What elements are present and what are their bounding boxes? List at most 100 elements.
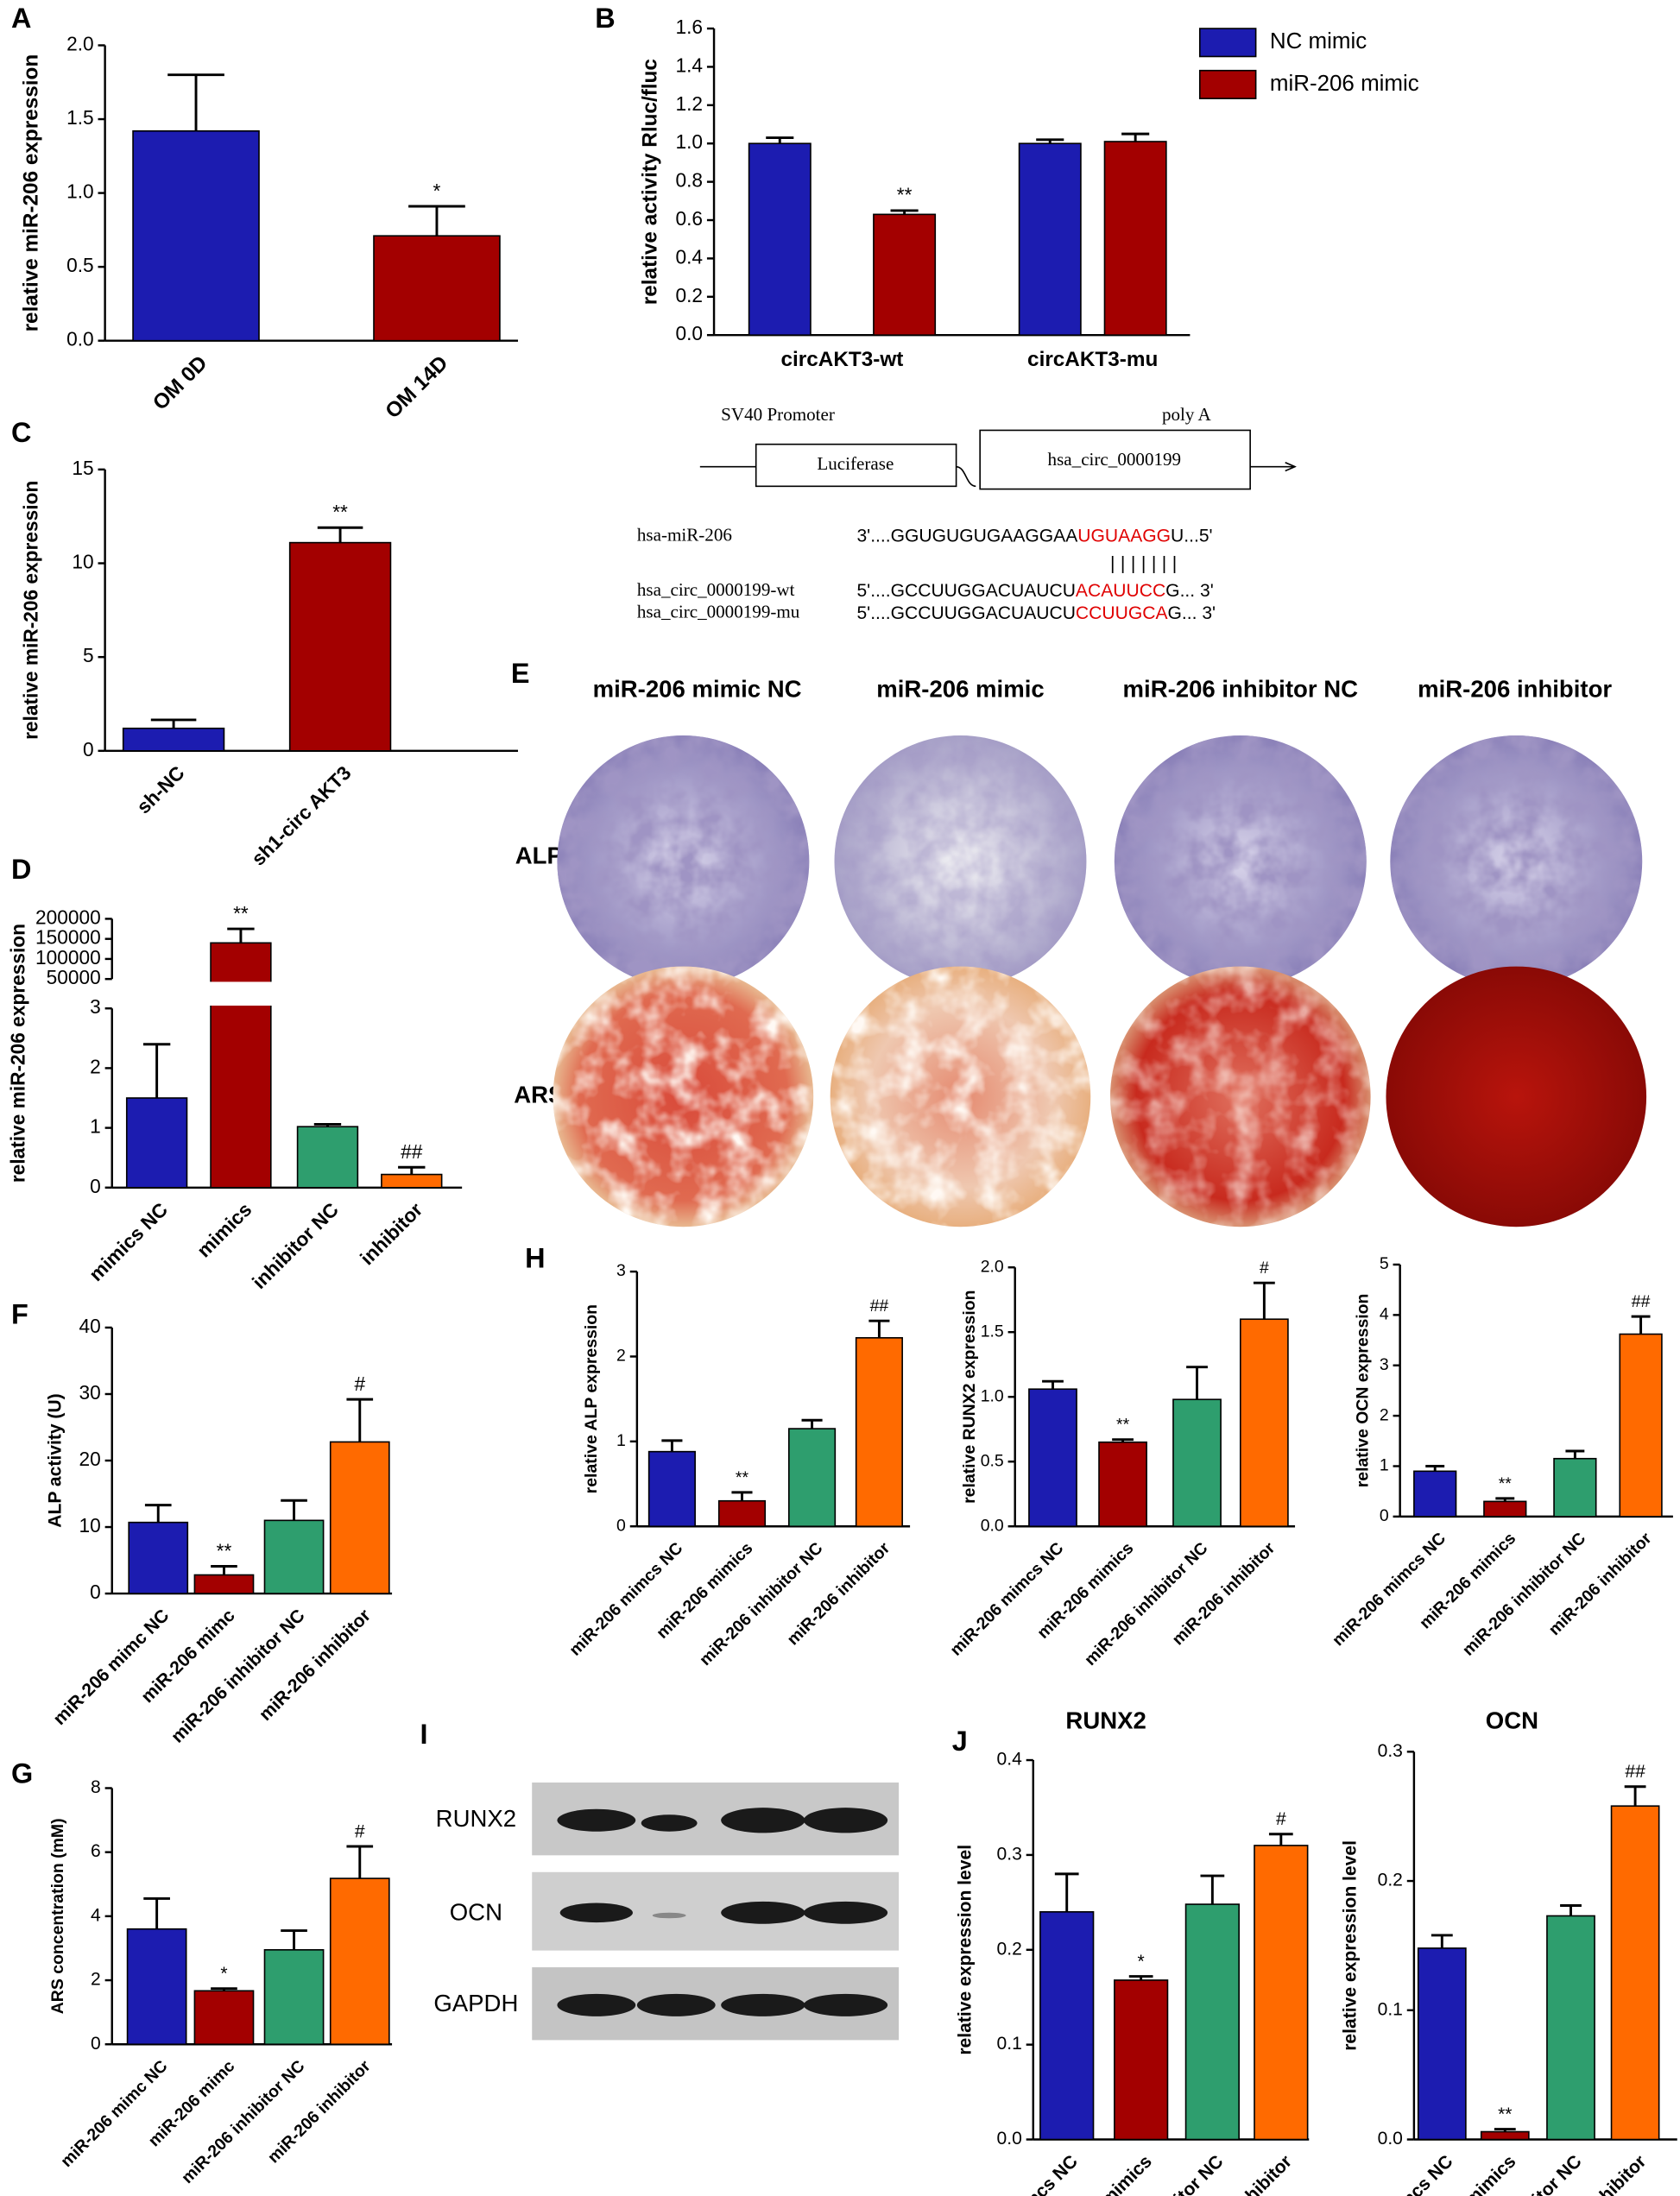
bar [1483, 1500, 1527, 1518]
y-tick-label: 15 [72, 457, 93, 479]
y-axis-label: ALP activity (U) [45, 1393, 65, 1527]
error-bar [766, 136, 794, 144]
annotation: ## [1632, 1292, 1651, 1311]
y-axis-label: relative expression level [956, 1845, 976, 2055]
error-bar [1112, 1438, 1134, 1442]
bar [193, 1990, 255, 2046]
bar [1039, 1911, 1095, 2141]
bar [329, 1877, 390, 2046]
row-label: ALP [515, 842, 563, 868]
bar [329, 1441, 390, 1594]
y-tick-label: 0.2 [676, 284, 704, 306]
error-bar [1431, 1934, 1453, 1948]
y-tick-label: 0.0 [1378, 2129, 1403, 2149]
y-tick-label: 0 [616, 1516, 626, 1535]
schematic: SV40 Promoter poly A Luciferase hsa_circ… [637, 404, 1295, 622]
x-tick-label: circAKT3-wt [781, 348, 904, 371]
y-tick-label: 2 [1380, 1405, 1389, 1424]
bar [288, 541, 392, 752]
luciferase-box [755, 443, 957, 488]
chart-title: OCN [1486, 1707, 1538, 1734]
seq-part: 3'....GGUGUGUGAAGGAA [856, 526, 1078, 546]
y-tick-label: 3 [1380, 1355, 1389, 1374]
error-bar [1565, 1449, 1585, 1459]
x-tick-label: sh-NC [132, 761, 189, 818]
bar [193, 1574, 255, 1594]
y-tick-label: 0.0 [997, 2129, 1022, 2149]
x-tick-label: miR-206 inhibitor [256, 1606, 375, 1725]
y-axis-label: relative OCN expression [1354, 1294, 1373, 1488]
y-tick-label: 0.4 [676, 245, 704, 268]
x-tick-label: miR-206 mimcs NC [1326, 2151, 1456, 2196]
y-tick-label: 0.4 [997, 1750, 1023, 1770]
y-axis-label: relative miR-206 expression [19, 481, 41, 740]
blot-label: OCN [450, 1899, 502, 1926]
y-tick-label: 1.5 [981, 1322, 1004, 1341]
y-tick-label: 0.6 [676, 207, 704, 230]
error-bar [1268, 1833, 1293, 1846]
x-tick-label: miR-206 mimc NC [49, 1606, 173, 1729]
error-bar [801, 1418, 823, 1429]
y-tick-label: 2.0 [66, 33, 94, 55]
error-bar [227, 927, 255, 943]
y-tick-label: 1.6 [676, 16, 704, 38]
annotation: ** [1498, 2104, 1512, 2124]
bar [373, 235, 501, 342]
panel-letter: C [11, 417, 31, 448]
x-tick-label: miR-206 inhibitor NC [178, 2057, 308, 2187]
panel-letter: I [420, 1719, 428, 1750]
column-heading: miR-206 mimic NC [593, 675, 802, 702]
error-bar [313, 1122, 342, 1127]
x-tick-label: OM 0D [148, 351, 212, 415]
seq-part: G... 3' [1165, 581, 1214, 601]
legend-swatch [1198, 28, 1257, 58]
y-tick-label: 1.2 [676, 92, 704, 115]
y-tick-label: 6 [91, 1841, 101, 1861]
y-tick-label: 20 [79, 1448, 101, 1470]
error-bar [398, 1165, 426, 1175]
bar [126, 1928, 187, 2046]
staining-panel: E miR-206 mimic NC miR-206 mimic miR-206… [511, 658, 1647, 1227]
bar [125, 1097, 188, 1189]
error-bar [281, 1929, 307, 1950]
y-tick-label: 0.0 [66, 328, 94, 350]
y-tick-label: 1 [616, 1431, 626, 1450]
x-tick-label: miR-206 inhibitor NC [1081, 1539, 1211, 1669]
y-tick-label: 1.4 [676, 54, 704, 76]
annotation: * [1138, 1952, 1145, 1972]
bar [1480, 2130, 1530, 2141]
error-bar [1054, 1872, 1079, 1912]
y-tick-label: 0 [1380, 1506, 1389, 1525]
x-tick-label: circAKT3-mu [1027, 348, 1158, 371]
column-heading: miR-206 inhibitor [1418, 675, 1612, 702]
annotation: ## [870, 1297, 889, 1316]
error-bar [868, 1319, 890, 1338]
y-tick-label: 3 [90, 995, 101, 1018]
error-bar [1036, 138, 1064, 144]
annotation: * [433, 180, 441, 202]
y-tick-label: 30 [79, 1381, 101, 1404]
panel-letter: J [952, 1726, 968, 1757]
error-bar [167, 73, 224, 131]
bar [748, 142, 812, 337]
y-tick-label: 1 [90, 1115, 101, 1138]
bar [128, 1521, 189, 1594]
y-tick-label: 0 [90, 1175, 101, 1197]
y-tick-label: 0 [90, 1581, 101, 1603]
y-tick-label: 0 [83, 738, 94, 760]
error-bar [890, 209, 919, 215]
bar [787, 1428, 837, 1528]
bar [1028, 1388, 1077, 1528]
error-bar [346, 1398, 374, 1442]
x-tick-label: miR-206 mimc NC [57, 2057, 171, 2171]
bar [1018, 142, 1082, 337]
y-tick-label: 40 [79, 1315, 101, 1337]
y-tick-label: 2.0 [981, 1257, 1004, 1276]
annotation: # [1260, 1259, 1269, 1278]
x-tick-label: miR-206 inhibitor NC [1444, 2151, 1586, 2196]
panel-letter: H [525, 1243, 545, 1274]
y-tick-label: 150000 [35, 926, 101, 949]
bar [1254, 1845, 1309, 2141]
bar [1546, 1915, 1595, 2141]
